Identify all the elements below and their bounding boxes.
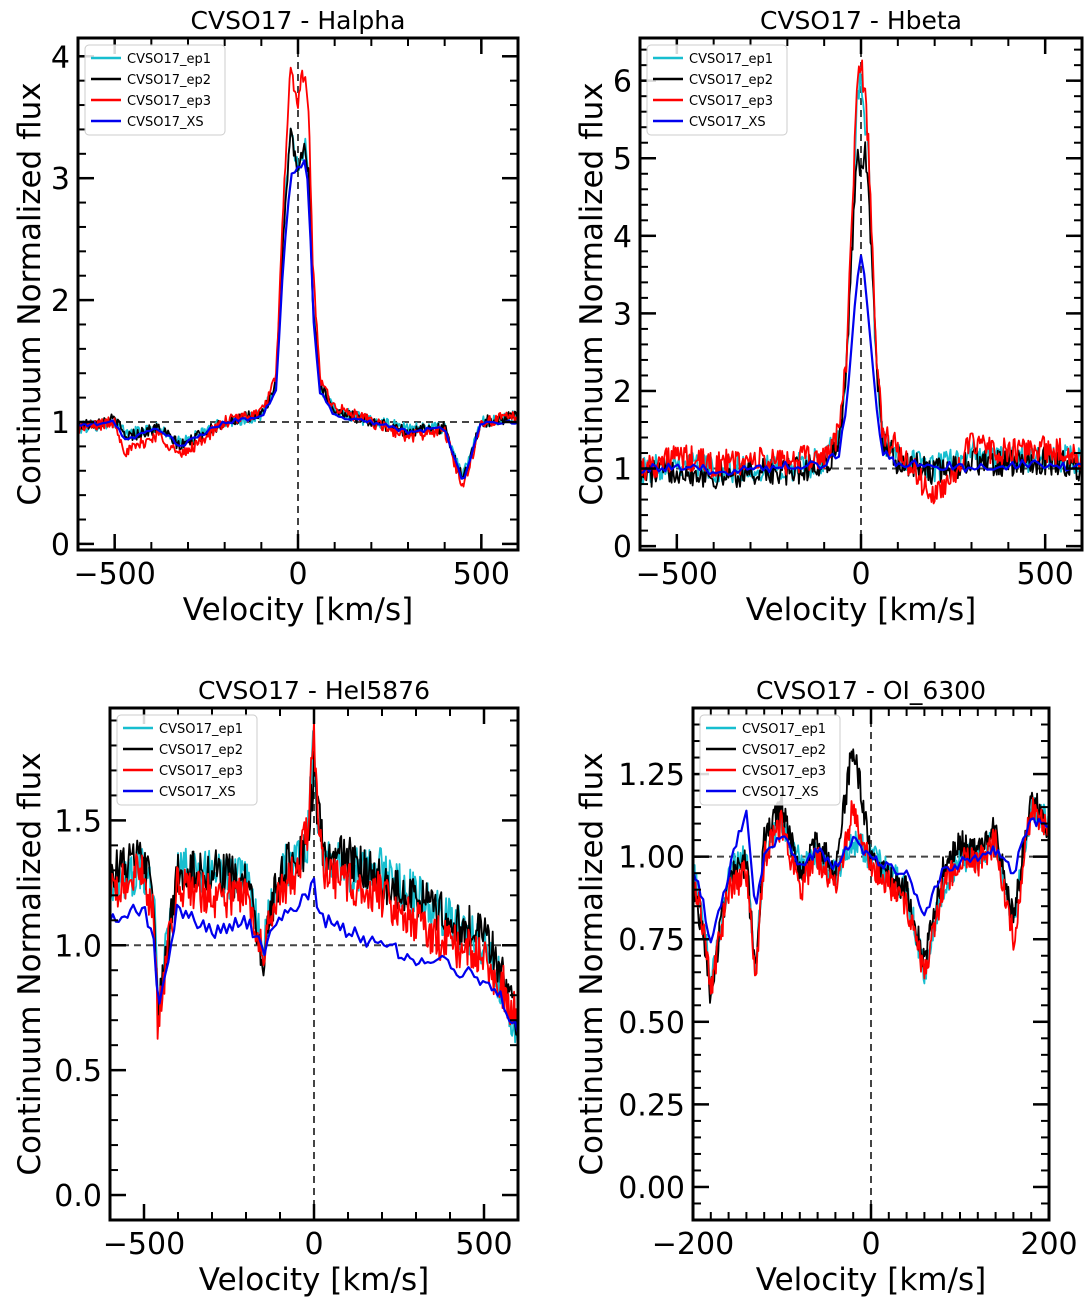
y-tick-label: 4 — [51, 40, 70, 75]
legend-label: CVSO17_ep3 — [742, 764, 826, 779]
series-group — [78, 66, 518, 488]
y-tick-label: 0.25 — [618, 1088, 685, 1123]
x-axis-label: Velocity [km/s] — [746, 592, 976, 628]
y-tick-label: 1.25 — [618, 758, 685, 793]
legend-label: CVSO17_ep3 — [689, 94, 773, 109]
y-tick-label: 1.00 — [618, 841, 685, 876]
legend-label: CVSO17_ep2 — [127, 73, 211, 88]
chart-title: CVSO17 - Hbeta — [760, 6, 962, 35]
x-tick-label: −200 — [652, 1227, 734, 1262]
legend-label: CVSO17_XS — [742, 785, 819, 800]
x-tick-label: −500 — [103, 1227, 185, 1262]
y-tick-label: 1.0 — [54, 929, 102, 964]
chart-title: CVSO17 - Halpha — [191, 6, 406, 35]
y-axis-label: Continuum Normalized flux — [12, 82, 48, 505]
series-line-CVSO17_XS — [640, 254, 1082, 476]
y-tick-label: 4 — [613, 220, 632, 255]
y-tick-label: 0.00 — [618, 1171, 685, 1206]
legend-label: CVSO17_ep1 — [159, 722, 243, 737]
x-tick-label: 0 — [304, 1227, 323, 1262]
legend-label: CVSO17_ep1 — [742, 722, 826, 737]
legend-box — [699, 714, 841, 806]
x-axis-label: Velocity [km/s] — [183, 592, 413, 628]
chart-panel: −200 0 200 0.00 0.25 0.50 0.75 1.00 1.25 CVSO17 -… — [574, 676, 1078, 1298]
legend-label: CVSO17_XS — [689, 115, 766, 130]
x-axis-label: Velocity [km/s] — [199, 1262, 429, 1298]
x-tick-label: 0 — [851, 557, 870, 592]
chart-title: CVSO17 - OI_6300 — [756, 676, 986, 705]
y-tick-label: 0 — [613, 530, 632, 565]
x-tick-label: −500 — [73, 557, 155, 592]
y-tick-label: 1 — [613, 453, 632, 488]
legend-label: CVSO17_XS — [159, 785, 236, 800]
y-tick-label: 3 — [613, 297, 632, 332]
series-line-CVSO17_ep3 — [78, 66, 518, 488]
series-group — [693, 748, 1049, 1004]
y-axis-label: Continuum Normalized flux — [574, 82, 610, 505]
chart-panel: −500 0 500 0.0 0.5 1.0 1.5 CVSO17 - HeI5876 Velo… — [12, 676, 520, 1298]
y-tick-label: 1.5 — [54, 804, 102, 839]
legend-box — [84, 44, 226, 136]
series-line-CVSO17_ep3 — [640, 59, 1082, 505]
legend-label: CVSO17_XS — [127, 115, 204, 130]
legend-box — [116, 714, 258, 806]
legend-box — [646, 44, 788, 136]
legend-label: CVSO17_ep2 — [159, 743, 243, 758]
x-tick-label: −500 — [636, 557, 718, 592]
series-line-CVSO17_ep2 — [640, 141, 1082, 490]
chart-title: CVSO17 - HeI5876 — [198, 676, 430, 705]
y-tick-label: 5 — [613, 142, 632, 177]
legend-label: CVSO17_ep3 — [159, 764, 243, 779]
legend-label: CVSO17_ep1 — [127, 52, 211, 67]
series-line-CVSO17_XS — [693, 809, 1049, 944]
y-tick-label: 6 — [613, 65, 632, 100]
legend-label: CVSO17_ep3 — [127, 94, 211, 109]
y-tick-label: 0.5 — [54, 1054, 102, 1089]
x-tick-label: 0 — [861, 1227, 880, 1262]
x-tick-label: 500 — [453, 557, 510, 592]
y-tick-label: 3 — [51, 162, 70, 197]
x-tick-label: 500 — [455, 1227, 512, 1262]
y-tick-label: 2 — [51, 284, 70, 319]
legend-label: CVSO17_ep2 — [742, 743, 826, 758]
x-tick-label: 200 — [1020, 1227, 1077, 1262]
x-tick-label: 500 — [1017, 557, 1074, 592]
series-group — [640, 59, 1082, 505]
y-tick-label: 0 — [51, 528, 70, 563]
y-tick-label: 1 — [51, 406, 70, 441]
y-tick-label: 0.75 — [618, 923, 685, 958]
y-axis-label: Continuum Normalized flux — [12, 752, 48, 1175]
y-tick-label: 2 — [613, 375, 632, 410]
x-axis-label: Velocity [km/s] — [756, 1262, 986, 1298]
y-axis-label: Continuum Normalized flux — [574, 752, 610, 1175]
y-tick-label: 0.0 — [54, 1179, 102, 1214]
series-line-CVSO17_XS — [78, 159, 518, 480]
y-tick-label: 0.50 — [618, 1006, 685, 1041]
series-line-CVSO17_XS — [110, 877, 518, 1035]
series-line-CVSO17_ep3 — [693, 797, 1049, 995]
x-tick-label: 0 — [288, 557, 307, 592]
legend-label: CVSO17_ep2 — [689, 73, 773, 88]
legend-label: CVSO17_ep1 — [689, 52, 773, 67]
